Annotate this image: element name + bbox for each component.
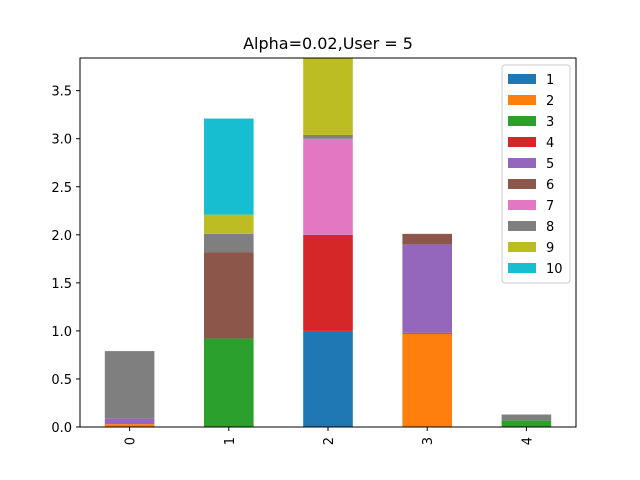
chart-title: Alpha=0.02,User = 5 bbox=[243, 34, 413, 53]
bar-segment-cat3-series2 bbox=[402, 333, 452, 427]
bar-segment-cat0-series2 bbox=[104, 424, 155, 427]
y-tick-label: 1.0 bbox=[51, 325, 72, 340]
legend-swatch-2 bbox=[508, 95, 536, 105]
y-tick-label: 0.0 bbox=[51, 421, 72, 436]
x-tick-label: 4 bbox=[520, 437, 535, 445]
x-tick-label: 3 bbox=[421, 437, 436, 445]
bar-segment-cat2-series4 bbox=[303, 234, 353, 331]
legend-label-6: 6 bbox=[546, 178, 554, 193]
y-tick-label: 2.0 bbox=[51, 229, 72, 244]
y-tick-label: 0.5 bbox=[51, 373, 72, 388]
bar-segment-cat1-series9 bbox=[204, 214, 254, 234]
legend-label-9: 9 bbox=[546, 241, 554, 256]
legend-label-1: 1 bbox=[546, 73, 554, 88]
legend: 1 2 3 4 5 6 7 8 9 10 bbox=[501, 64, 571, 284]
bar-segment-cat2-series9 bbox=[303, 58, 353, 135]
legend-label-4: 4 bbox=[546, 136, 554, 151]
x-tick-label: 1 bbox=[223, 437, 238, 445]
bar-segment-cat1-series10 bbox=[204, 118, 254, 215]
legend-label-8: 8 bbox=[546, 220, 554, 235]
y-tick-label: 3.0 bbox=[51, 133, 72, 148]
bar-segment-cat1-series8 bbox=[204, 233, 254, 253]
legend-swatch-8 bbox=[508, 221, 536, 231]
legend-swatch-5 bbox=[508, 158, 536, 168]
legend-label-3: 3 bbox=[546, 115, 554, 130]
y-tick-label: 3.5 bbox=[51, 85, 72, 100]
legend-swatch-6 bbox=[508, 179, 536, 189]
axes-layer: 0.0 0.5 1.0 1.5 2.0 2.5 3.0 3.5 0 1 2 3 4 bbox=[51, 57, 577, 445]
bar-segment-cat2-series8 bbox=[303, 134, 353, 139]
x-tick-label: 2 bbox=[322, 437, 337, 445]
bar-segment-cat4-series3 bbox=[501, 420, 552, 427]
y-tick-label: 1.5 bbox=[51, 277, 72, 292]
bar-segment-cat0-series8 bbox=[104, 351, 155, 419]
legend-swatch-4 bbox=[508, 137, 536, 147]
x-tick-label: 0 bbox=[124, 437, 139, 445]
bar-segment-cat3-series4 bbox=[402, 332, 452, 334]
legend-label-5: 5 bbox=[546, 157, 554, 172]
legend-swatch-3 bbox=[508, 116, 536, 126]
bars-layer bbox=[104, 58, 552, 427]
legend-swatch-9 bbox=[508, 242, 536, 252]
bar-segment-cat1-series3 bbox=[204, 338, 254, 427]
bar-segment-cat1-series6 bbox=[204, 252, 254, 339]
legend-label-2: 2 bbox=[546, 94, 554, 109]
bar-segment-cat2-series7 bbox=[303, 138, 353, 235]
bar-segment-cat0-series5 bbox=[104, 418, 155, 425]
legend-swatch-7 bbox=[508, 200, 536, 210]
legend-swatch-10 bbox=[508, 263, 536, 273]
y-tick-label: 2.5 bbox=[51, 181, 72, 196]
legend-label-10: 10 bbox=[546, 262, 563, 277]
legend-swatch-1 bbox=[508, 74, 536, 84]
bar-segment-cat3-series5 bbox=[402, 244, 452, 333]
legend-label-7: 7 bbox=[546, 199, 554, 214]
bar-segment-cat3-series6 bbox=[402, 233, 452, 245]
bar-segment-cat2-series1 bbox=[303, 330, 353, 427]
bar-segment-cat4-series8 bbox=[501, 414, 552, 421]
